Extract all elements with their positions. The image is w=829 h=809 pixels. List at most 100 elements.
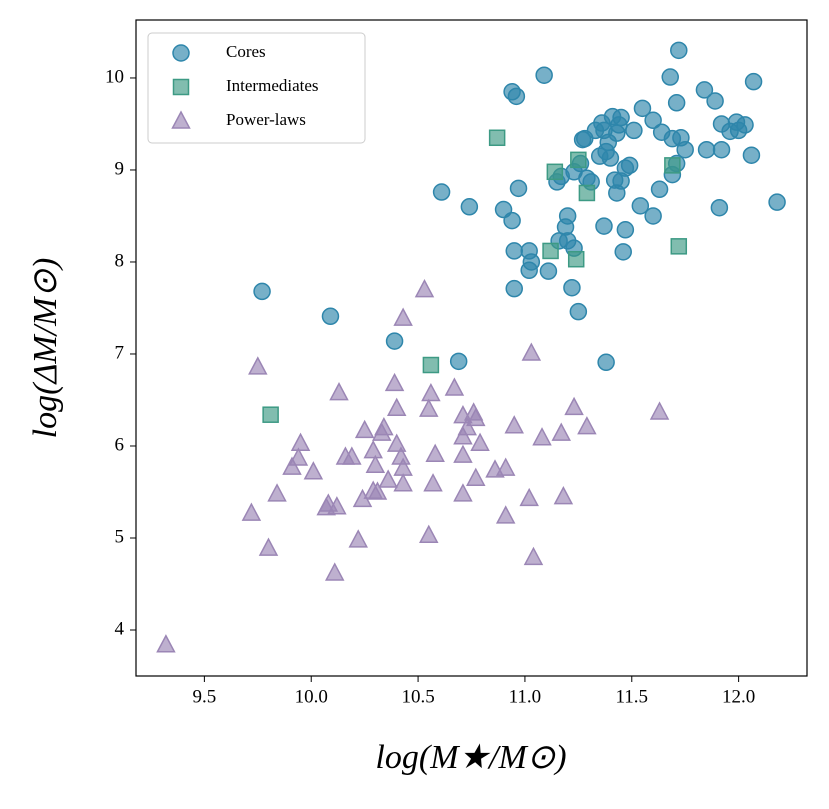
x-tick-label: 12.0 <box>722 686 755 707</box>
marker-triangle <box>374 416 394 436</box>
marker-triangle <box>386 397 407 417</box>
marker-triangle <box>393 473 413 492</box>
legend-box <box>147 32 366 144</box>
marker-circle <box>569 302 588 321</box>
marker-circle <box>631 197 650 215</box>
marker-triangle <box>466 407 486 427</box>
marker-triangle <box>282 456 302 475</box>
marker-circle <box>768 193 786 211</box>
marker-triangle <box>393 307 413 326</box>
marker-square <box>546 163 564 181</box>
y-tick-label: 10 <box>105 66 124 87</box>
marker-square <box>664 157 681 174</box>
marker-circle <box>742 146 761 164</box>
x-tick-label: 10.0 <box>295 686 328 707</box>
marker-circle <box>507 87 526 106</box>
marker-circle <box>744 72 763 91</box>
marker-triangle <box>425 443 445 463</box>
marker-triangle <box>363 480 383 499</box>
marker-triangle <box>466 467 486 486</box>
marker-circle <box>670 41 688 60</box>
marker-circle <box>253 282 271 301</box>
marker-triangle <box>453 483 473 502</box>
marker-square <box>172 78 190 96</box>
marker-circle <box>697 140 716 159</box>
marker-triangle <box>453 444 473 463</box>
marker-triangle <box>519 487 539 507</box>
marker-triangle <box>414 278 435 298</box>
marker-circle <box>460 198 479 216</box>
marker-circle <box>595 217 613 235</box>
marker-circle <box>729 121 748 140</box>
marker-triangle <box>329 382 349 401</box>
y-tick-label: 4 <box>115 618 125 639</box>
marker-circle <box>706 92 724 110</box>
y-tick-label: 6 <box>115 434 125 455</box>
plot-frame <box>135 19 808 677</box>
marker-square <box>422 356 440 374</box>
marker-triangle <box>553 485 574 505</box>
marker-circle <box>597 353 615 372</box>
marker-triangle <box>378 469 398 488</box>
marker-circle <box>650 180 669 199</box>
marker-triangle <box>363 439 383 459</box>
marker-triangle <box>290 432 311 451</box>
marker-circle <box>520 261 538 280</box>
marker-circle <box>505 242 523 260</box>
marker-triangle <box>485 459 505 478</box>
legend-label: Power-laws <box>226 110 306 129</box>
x-tick-label: 11.0 <box>509 686 542 707</box>
marker-triangle <box>577 416 597 435</box>
y-tick-label: 5 <box>115 526 125 547</box>
x-tick-label: 11.5 <box>615 686 648 707</box>
marker-triangle <box>354 419 375 439</box>
marker-circle <box>695 81 714 99</box>
marker-square <box>570 151 587 169</box>
marker-triangle <box>316 497 336 516</box>
marker-triangle <box>352 488 373 508</box>
marker-triangle <box>419 398 439 417</box>
marker-triangle <box>348 529 368 548</box>
marker-circle <box>633 99 652 118</box>
marker-square <box>567 250 585 268</box>
marker-triangle <box>523 546 544 566</box>
marker-triangle <box>324 562 345 581</box>
y-tick-label: 8 <box>115 250 125 271</box>
marker-triangle <box>423 473 443 492</box>
marker-triangle <box>470 432 490 451</box>
x-tick-label: 10.5 <box>401 686 434 707</box>
marker-triangle <box>365 454 386 474</box>
marker-square <box>542 242 559 260</box>
marker-square <box>578 184 596 202</box>
marker-circle <box>676 140 694 159</box>
marker-circle <box>601 149 620 167</box>
marker-triangle <box>241 502 262 521</box>
marker-triangle <box>532 427 552 446</box>
marker-triangle <box>453 426 473 445</box>
marker-triangle <box>564 396 584 416</box>
marker-circle <box>625 121 643 140</box>
y-tick-label: 9 <box>115 158 125 179</box>
marker-circle <box>432 183 451 201</box>
marker-triangle <box>342 446 362 465</box>
marker-circle <box>449 352 468 371</box>
marker-triangle <box>504 415 524 434</box>
marker-circle <box>563 278 581 297</box>
marker-circle <box>505 279 523 298</box>
marker-triangle <box>248 356 268 375</box>
marker-circle <box>535 66 553 84</box>
marker-circle <box>644 207 662 225</box>
marker-triangle <box>386 433 407 452</box>
marker-triangle <box>444 377 465 396</box>
marker-triangle <box>303 461 324 480</box>
legend-label: Cores <box>226 42 266 61</box>
marker-circle <box>612 172 630 190</box>
marker-triangle <box>495 505 516 524</box>
marker-triangle <box>421 382 441 402</box>
marker-circle <box>503 211 521 230</box>
y-axis-label: log(ΔM/M⊙) <box>27 258 64 439</box>
marker-circle <box>616 221 635 239</box>
marker-circle <box>172 44 190 62</box>
marker-triangle <box>419 524 439 543</box>
marker-circle <box>644 111 662 130</box>
